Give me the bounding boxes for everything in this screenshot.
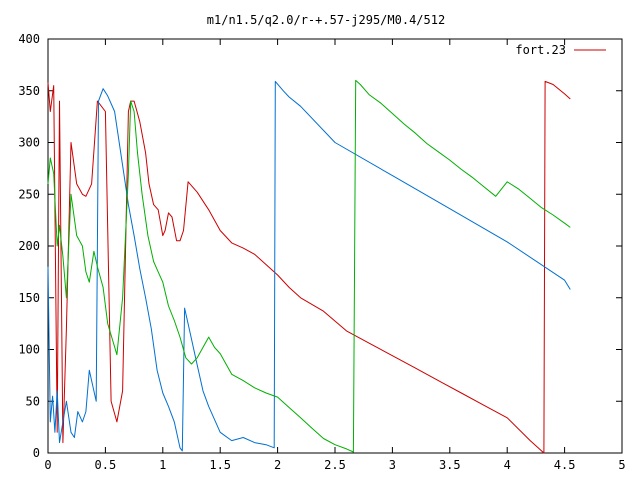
y-tick-label: 0 (33, 446, 40, 460)
y-tick-label: 150 (18, 291, 40, 305)
x-tick-label: 3 (389, 458, 396, 472)
y-tick-label: 400 (18, 32, 40, 46)
y-tick-label: 200 (18, 239, 40, 253)
x-tick-label: 1.5 (209, 458, 231, 472)
series-layer (47, 79, 571, 454)
series-line-1 (47, 80, 571, 454)
x-tick-label: 2 (274, 458, 281, 472)
legend-label: fort.23 (515, 43, 566, 57)
chart-title: m1/n1.5/q2.0/r-+.57-j295/M0.4/512 (207, 13, 445, 27)
series-line-2 (47, 80, 571, 452)
x-tick-label: 5 (618, 458, 625, 472)
x-axis: 0 0.5 1 1.5 2 2.5 3 3.5 4 4.5 5 (44, 39, 626, 472)
x-tick-label: 1 (159, 458, 166, 472)
x-tick-label: 2.5 (324, 458, 346, 472)
y-tick-label: 50 (26, 394, 40, 408)
series-line-3 (47, 79, 571, 453)
x-tick-label: 4.5 (554, 458, 576, 472)
x-tick-label: 0.5 (95, 458, 117, 472)
y-tick-label: 100 (18, 343, 40, 357)
x-tick-label: 4 (504, 458, 511, 472)
x-tick-label: 0 (44, 458, 51, 472)
y-tick-label: 250 (18, 187, 40, 201)
y-tick-label: 300 (18, 136, 40, 150)
x-tick-label: 3.5 (439, 458, 461, 472)
legend: fort.23 (515, 43, 606, 57)
y-axis: 0 50 100 150 200 250 300 350 400 (18, 32, 622, 460)
y-tick-label: 350 (18, 84, 40, 98)
